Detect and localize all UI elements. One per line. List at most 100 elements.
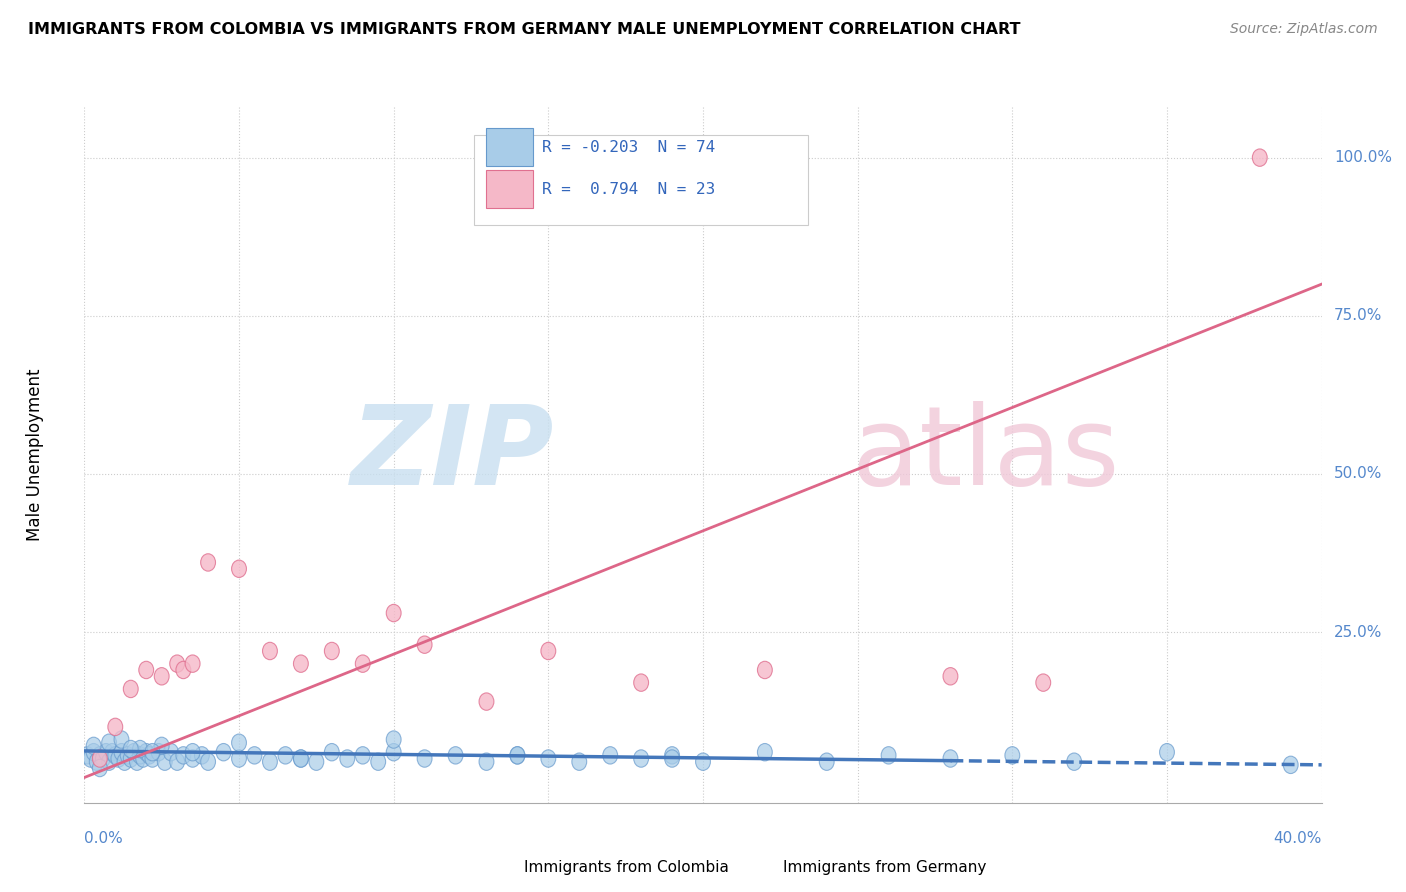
Ellipse shape (356, 655, 370, 673)
FancyBboxPatch shape (486, 128, 533, 166)
Ellipse shape (696, 753, 710, 771)
Ellipse shape (142, 747, 156, 764)
Ellipse shape (510, 747, 524, 764)
Ellipse shape (356, 747, 370, 764)
Ellipse shape (820, 753, 834, 771)
Ellipse shape (186, 750, 200, 767)
Ellipse shape (294, 655, 308, 673)
Text: atlas: atlas (852, 401, 1121, 508)
Ellipse shape (232, 750, 246, 767)
FancyBboxPatch shape (740, 855, 778, 880)
Ellipse shape (1067, 753, 1081, 771)
Ellipse shape (309, 753, 323, 771)
Ellipse shape (155, 667, 169, 685)
Ellipse shape (124, 740, 138, 757)
Ellipse shape (325, 642, 339, 660)
Ellipse shape (121, 747, 135, 764)
Ellipse shape (387, 605, 401, 622)
Text: Source: ZipAtlas.com: Source: ZipAtlas.com (1230, 22, 1378, 37)
Ellipse shape (80, 747, 94, 764)
Ellipse shape (247, 747, 262, 764)
Ellipse shape (101, 753, 117, 771)
Ellipse shape (263, 753, 277, 771)
Ellipse shape (170, 753, 184, 771)
Ellipse shape (186, 744, 200, 761)
Ellipse shape (387, 744, 401, 761)
Ellipse shape (86, 737, 101, 755)
Text: ZIP: ZIP (352, 401, 554, 508)
Ellipse shape (340, 750, 354, 767)
Ellipse shape (449, 747, 463, 764)
Ellipse shape (1160, 744, 1174, 761)
Ellipse shape (124, 681, 138, 698)
Ellipse shape (1005, 747, 1019, 764)
Text: 75.0%: 75.0% (1334, 309, 1382, 323)
FancyBboxPatch shape (474, 135, 808, 226)
Ellipse shape (93, 750, 107, 767)
Ellipse shape (111, 750, 125, 767)
Ellipse shape (1284, 756, 1298, 773)
Ellipse shape (108, 747, 122, 764)
Ellipse shape (217, 744, 231, 761)
Ellipse shape (541, 750, 555, 767)
Ellipse shape (634, 750, 648, 767)
Ellipse shape (194, 747, 209, 764)
Ellipse shape (387, 731, 401, 748)
Ellipse shape (145, 750, 160, 767)
Ellipse shape (114, 731, 129, 748)
Ellipse shape (139, 661, 153, 679)
Ellipse shape (943, 750, 957, 767)
Ellipse shape (129, 753, 145, 771)
FancyBboxPatch shape (481, 855, 517, 880)
Ellipse shape (665, 747, 679, 764)
Text: 40.0%: 40.0% (1274, 830, 1322, 846)
Ellipse shape (479, 693, 494, 710)
Ellipse shape (176, 747, 191, 764)
Text: 50.0%: 50.0% (1334, 467, 1382, 482)
Ellipse shape (145, 744, 160, 761)
Ellipse shape (263, 642, 277, 660)
Ellipse shape (882, 747, 896, 764)
Ellipse shape (510, 747, 524, 764)
Ellipse shape (418, 636, 432, 653)
Ellipse shape (117, 753, 132, 771)
Ellipse shape (105, 744, 120, 761)
Ellipse shape (139, 744, 153, 761)
Text: Male Unemployment: Male Unemployment (25, 368, 44, 541)
Ellipse shape (758, 744, 772, 761)
Text: Immigrants from Colombia: Immigrants from Colombia (523, 860, 728, 875)
Ellipse shape (93, 747, 107, 764)
Ellipse shape (371, 753, 385, 771)
Text: 100.0%: 100.0% (1334, 150, 1392, 165)
Ellipse shape (152, 744, 166, 761)
Ellipse shape (108, 718, 122, 736)
Ellipse shape (186, 655, 200, 673)
Ellipse shape (201, 554, 215, 571)
Ellipse shape (124, 750, 138, 767)
Ellipse shape (98, 744, 114, 761)
Ellipse shape (93, 759, 107, 777)
Ellipse shape (155, 737, 169, 755)
Ellipse shape (132, 740, 148, 757)
Ellipse shape (176, 661, 191, 679)
Ellipse shape (90, 753, 104, 771)
Text: R =  0.794  N = 23: R = 0.794 N = 23 (543, 182, 716, 196)
Ellipse shape (127, 744, 141, 761)
Ellipse shape (201, 753, 215, 771)
Ellipse shape (1253, 149, 1267, 166)
Ellipse shape (943, 667, 957, 685)
Ellipse shape (294, 750, 308, 767)
Ellipse shape (83, 750, 98, 767)
Ellipse shape (163, 744, 179, 761)
Ellipse shape (603, 747, 617, 764)
Ellipse shape (96, 750, 110, 767)
Text: 25.0%: 25.0% (1334, 624, 1382, 640)
Text: 0.0%: 0.0% (84, 830, 124, 846)
Ellipse shape (1036, 674, 1050, 691)
Ellipse shape (418, 750, 432, 767)
Ellipse shape (232, 560, 246, 577)
Ellipse shape (101, 734, 117, 751)
Ellipse shape (86, 744, 101, 761)
Ellipse shape (294, 750, 308, 767)
Ellipse shape (114, 744, 129, 761)
